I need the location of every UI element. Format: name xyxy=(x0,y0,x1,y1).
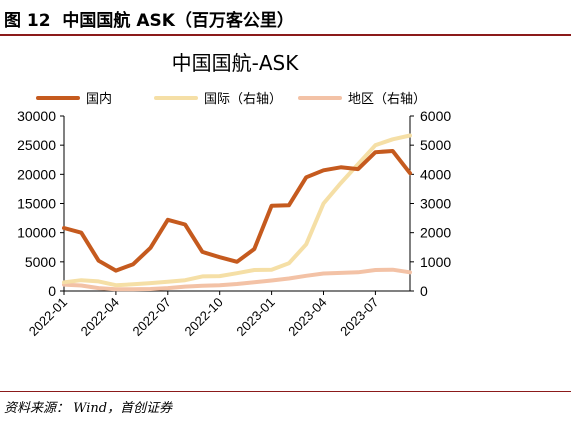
x-tick-label: 2022-04 xyxy=(78,295,122,339)
legend-label-0: 国内 xyxy=(86,91,112,107)
right-tick-label: 1000 xyxy=(420,254,451,270)
x-tick-label: 2023-01 xyxy=(233,295,277,339)
legend-label-2: 地区（右轴） xyxy=(348,92,426,107)
chart-title: 中国国航-ASK xyxy=(172,51,300,75)
figure-title-text: 中国国航 ASK（百万客公里） xyxy=(62,11,294,31)
left-tick-label: 5000 xyxy=(25,254,56,270)
left-tick-label: 30000 xyxy=(17,108,56,124)
left-tick-label: 15000 xyxy=(17,196,56,212)
series-line-2 xyxy=(62,267,412,292)
right-tick-label: 0 xyxy=(420,283,428,299)
figure-label: 图 12 xyxy=(4,11,51,31)
x-tick-label: 2022-07 xyxy=(130,295,174,339)
source-note: 资料来源： Wind，首创证券 xyxy=(4,401,173,416)
right-tick-label: 5000 xyxy=(420,137,451,153)
figure-header: 图 12 中国国航 ASK（百万客公里） xyxy=(0,0,571,34)
right-tick-label: 2000 xyxy=(420,225,451,241)
figure-title: 图 12 中国国航 ASK（百万客公里） xyxy=(4,6,294,31)
legend-label-1: 国际（右轴） xyxy=(204,92,282,107)
x-tick-label: 2022-01 xyxy=(26,295,70,339)
x-tick-label: 2022-10 xyxy=(181,295,225,339)
chart: 中国国航-ASK 国内 国际（右轴） 地区（右轴） 0500010000150002… xyxy=(17,51,451,339)
right-tick-label: 3000 xyxy=(420,196,451,212)
left-tick-label: 10000 xyxy=(17,225,56,241)
series-line-0 xyxy=(62,149,412,273)
right-tick-label: 4000 xyxy=(420,166,451,182)
x-tick-label: 2023-07 xyxy=(337,295,381,339)
bottom-rule xyxy=(0,391,571,392)
left-tick-label: 20000 xyxy=(17,166,56,182)
top-rule xyxy=(0,34,571,36)
left-tick-label: 25000 xyxy=(17,137,56,153)
right-tick-label: 6000 xyxy=(420,108,451,124)
x-tick-label: 2023-04 xyxy=(285,295,329,339)
legend: 国内 国际（右轴） 地区（右轴） xyxy=(36,91,426,107)
series-group xyxy=(62,133,412,292)
left-tick-label: 0 xyxy=(48,283,56,299)
